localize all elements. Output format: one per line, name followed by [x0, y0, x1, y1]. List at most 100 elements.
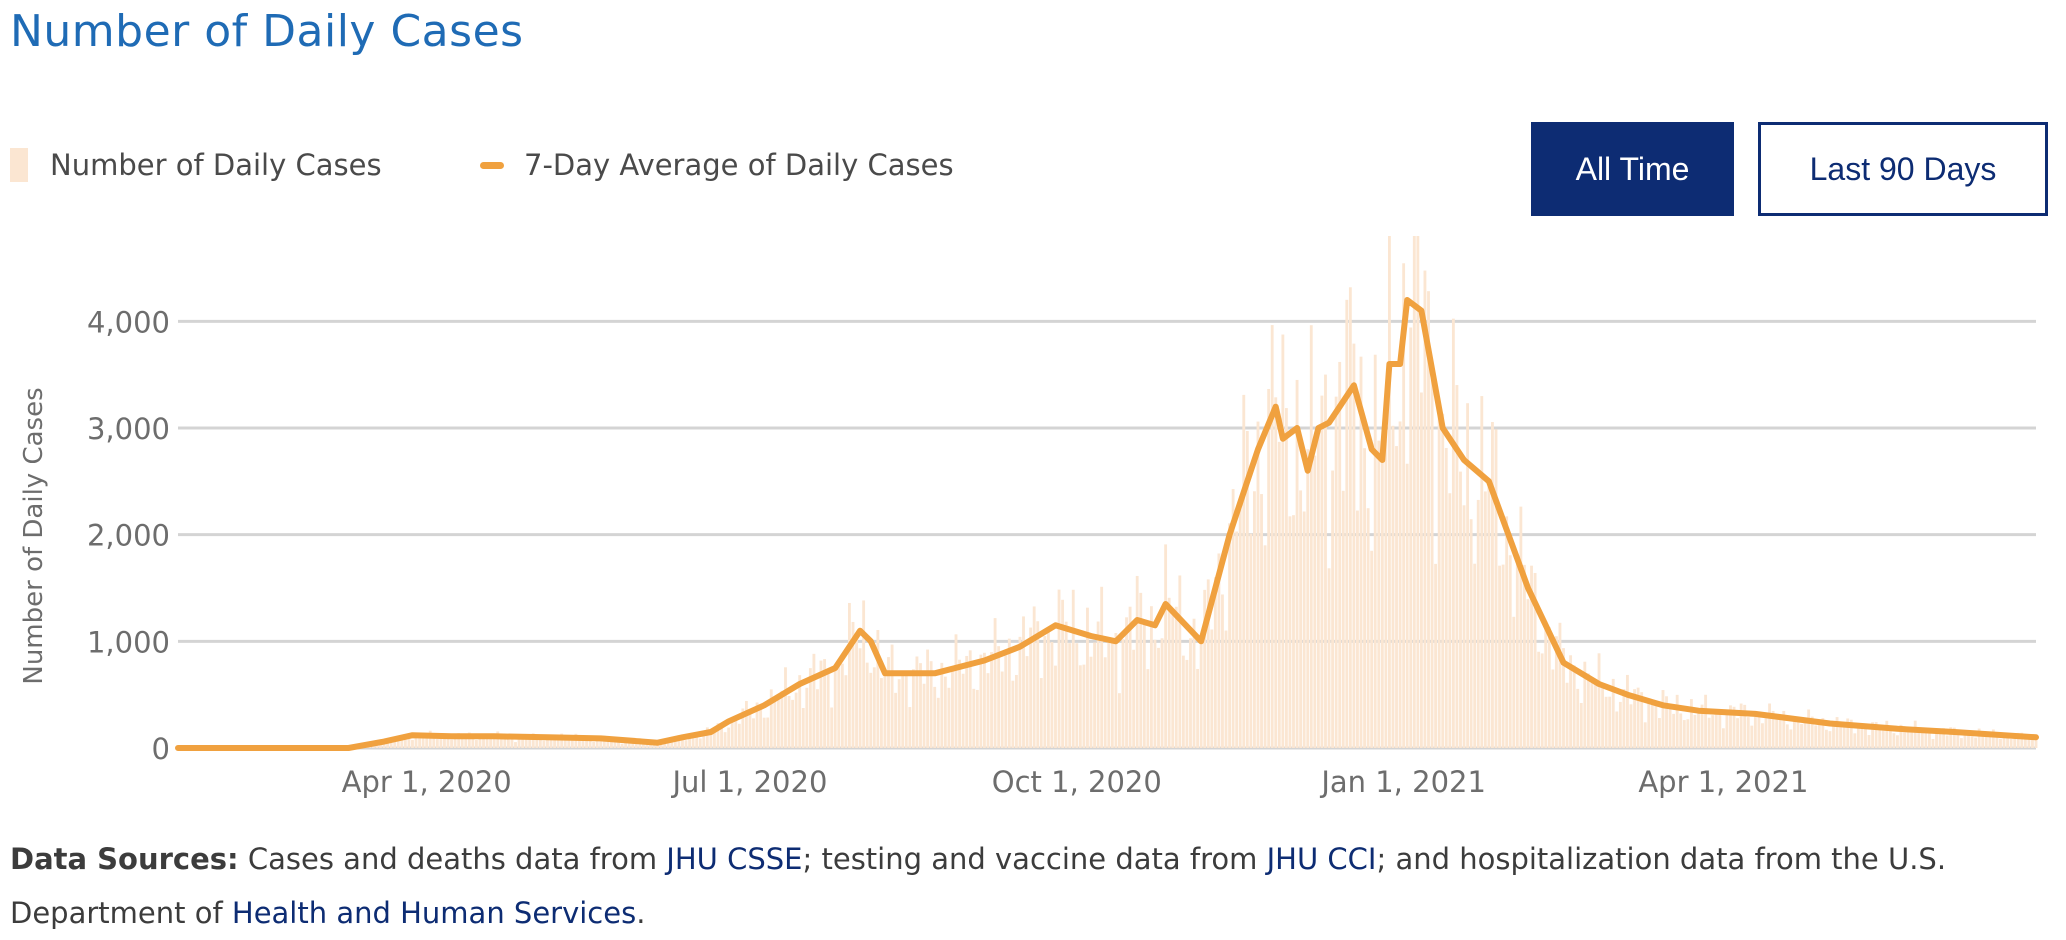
footer-text-1: Cases and deaths data from [238, 842, 667, 876]
y-tick-label: 4,000 [87, 305, 170, 339]
daily-case-bar [677, 735, 681, 748]
daily-case-bar [1530, 565, 1533, 748]
daily-case-bar [1565, 682, 1569, 748]
hhs-link[interactable]: Health and Human Services [231, 896, 637, 930]
daily-case-bar [1295, 379, 1299, 748]
daily-case-bar [1856, 727, 1860, 748]
daily-case-bar [393, 737, 397, 748]
daily-case-bar [915, 656, 919, 748]
daily-case-bar [713, 731, 716, 748]
daily-case-bar [602, 735, 606, 748]
daily-case-bar [1604, 696, 1608, 748]
daily-case-bar [1206, 579, 1210, 748]
daily-case-bar [627, 740, 631, 748]
daily-case-bar [1388, 236, 1391, 748]
daily-case-bar [1913, 720, 1917, 748]
daily-case-bar [673, 738, 677, 748]
daily-case-bar [1089, 656, 1093, 748]
daily-case-bar [1373, 354, 1377, 748]
daily-case-bar [517, 737, 521, 748]
daily-case-bar [2027, 736, 2031, 748]
daily-case-bar [1118, 693, 1121, 748]
daily-case-bar [2016, 732, 2020, 748]
all-time-button[interactable]: All Time [1531, 122, 1734, 216]
daily-case-bar [1174, 606, 1178, 748]
daily-case-bar [794, 692, 798, 748]
daily-case-bar [844, 675, 848, 748]
daily-case-bar [698, 738, 702, 748]
daily-case-bar [869, 672, 873, 748]
legend-item-7-day-average[interactable]: 7-Day Average of Daily Cases [480, 148, 954, 182]
daily-case-bar [563, 737, 567, 748]
daily-case-bar [446, 738, 450, 748]
daily-case-bar [1167, 597, 1171, 748]
daily-case-bar [1931, 738, 1935, 748]
daily-case-bar [1519, 506, 1523, 748]
daily-case-bar [1299, 490, 1303, 748]
daily-case-bar [1860, 725, 1864, 748]
daily-case-bar [983, 652, 986, 748]
daily-case-bar [1725, 714, 1729, 748]
daily-case-bar [1171, 611, 1175, 748]
daily-case-bar [1501, 564, 1505, 748]
daily-case-bar [1036, 621, 1040, 748]
daily-case-bar [1356, 510, 1359, 748]
daily-case-bar [1107, 642, 1111, 748]
daily-case-bar [528, 739, 532, 748]
daily-case-bar [1139, 592, 1143, 748]
daily-case-bar [1391, 425, 1395, 748]
line-swatch-icon [480, 161, 504, 169]
daily-case-bar [872, 667, 876, 748]
daily-case-bar [1473, 563, 1477, 748]
daily-case-bar [940, 662, 944, 748]
daily-case-bar [599, 736, 603, 748]
jhu-cci-link[interactable]: JHU CCI [1266, 842, 1377, 876]
data-sources-line-2: Department of Health and Human Services. [10, 896, 645, 930]
legend-item-daily-cases[interactable]: Number of Daily Cases [10, 148, 382, 182]
daily-case-bar [1608, 696, 1612, 748]
daily-case-bar [514, 742, 517, 748]
daily-case-bar [1331, 470, 1335, 748]
daily-case-bar [1370, 550, 1374, 748]
legend-label-daily-cases: Number of Daily Cases [50, 148, 382, 182]
daily-case-bar [1785, 724, 1789, 748]
daily-case-bar [901, 672, 905, 748]
daily-case-bar [1242, 394, 1246, 748]
daily-case-bar [744, 700, 748, 748]
daily-case-bar [1505, 516, 1509, 748]
daily-case-bar [759, 707, 763, 748]
daily-case-bar [1029, 627, 1033, 748]
data-sources-line-1: Data Sources: Cases and deaths data from… [10, 842, 1946, 876]
footer-text-4: Department of [10, 896, 232, 930]
daily-case-bar [592, 741, 596, 748]
daily-case-bar [1377, 440, 1381, 748]
daily-case-bar [418, 733, 421, 748]
daily-case-bar [1658, 718, 1661, 748]
daily-case-bar [737, 723, 741, 748]
daily-case-bar [609, 737, 613, 748]
daily-case-bar [1945, 735, 1949, 748]
daily-case-bar [1274, 397, 1278, 748]
daily-case-bar [1228, 523, 1231, 748]
daily-case-bar [1906, 731, 1910, 748]
daily-case-bar [1817, 723, 1821, 748]
daily-case-bar [922, 683, 926, 748]
daily-case-bar [524, 735, 528, 748]
daily-case-bar [1181, 655, 1185, 748]
daily-case-bar [396, 740, 400, 748]
seven-day-average-line [175, 297, 2039, 751]
daily-case-bar [926, 649, 930, 748]
daily-case-bar [1729, 705, 1732, 748]
jhu-csse-link[interactable]: JHU CSSE [666, 842, 803, 876]
daily-case-bar [1057, 589, 1061, 748]
last-90-days-button[interactable]: Last 90 Days [1758, 122, 2048, 216]
daily-case-bar [1515, 556, 1519, 748]
daily-case-bar [681, 735, 684, 748]
daily-case-bar [1718, 710, 1722, 748]
daily-case-bar [808, 668, 812, 748]
daily-case-bar [482, 734, 485, 748]
daily-case-bar [1320, 395, 1324, 748]
daily-case-bar [1750, 725, 1754, 748]
daily-case-bar [1800, 724, 1803, 748]
daily-case-bar [858, 648, 862, 748]
